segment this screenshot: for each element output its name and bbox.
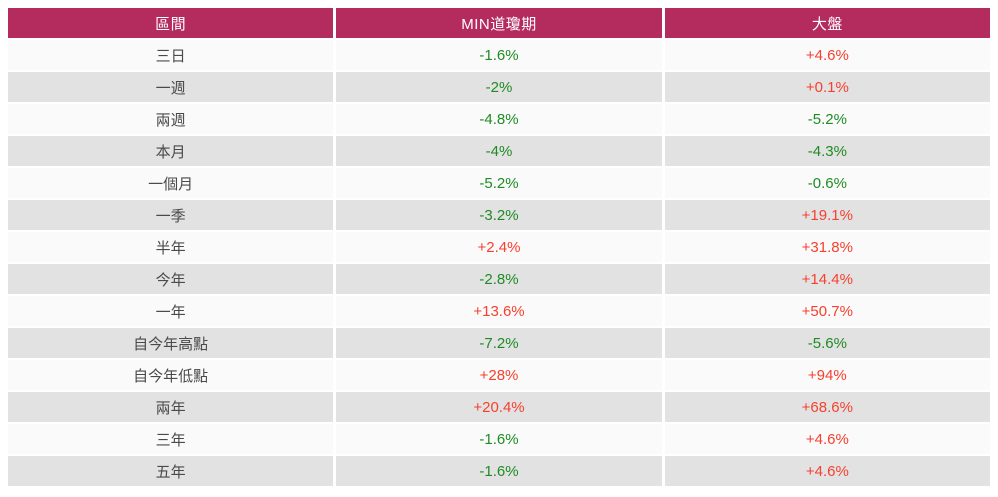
min-dow-value: +2.4% bbox=[336, 232, 662, 262]
min-dow-value: -4% bbox=[336, 136, 662, 166]
min-dow-value: -1.6% bbox=[336, 40, 662, 70]
table-row: 自今年高點 -7.2% -5.6% bbox=[8, 328, 990, 358]
table-row: 今年 -2.8% +14.4% bbox=[8, 264, 990, 294]
table-row: 半年 +2.4% +31.8% bbox=[8, 232, 990, 262]
table-row: 一季 -3.2% +19.1% bbox=[8, 200, 990, 230]
market-value: +0.1% bbox=[664, 72, 990, 102]
period-label: 三日 bbox=[8, 40, 334, 70]
min-dow-value: -7.2% bbox=[336, 328, 662, 358]
table-row: 一週 -2% +0.1% bbox=[8, 72, 990, 102]
table-row: 兩週 -4.8% -5.2% bbox=[8, 104, 990, 134]
performance-table: 區間 MIN道瓊期 大盤 三日 -1.6% +4.6% 一週 -2% +0.1% 兩週 -4.… bbox=[5, 6, 993, 488]
min-dow-value: -1.6% bbox=[336, 456, 662, 486]
market-value: +14.4% bbox=[664, 264, 990, 294]
period-label: 一季 bbox=[8, 200, 334, 230]
market-value: -4.3% bbox=[664, 136, 990, 166]
table-row: 三年 -1.6% +4.6% bbox=[8, 424, 990, 454]
min-dow-value: -1.6% bbox=[336, 424, 662, 454]
table-row: 本月 -4% -4.3% bbox=[8, 136, 990, 166]
market-value: +4.6% bbox=[664, 424, 990, 454]
market-value: +4.6% bbox=[664, 456, 990, 486]
table-body: 三日 -1.6% +4.6% 一週 -2% +0.1% 兩週 -4.8% -5.2% 本月 -4% -… bbox=[8, 40, 990, 486]
table-row: 三日 -1.6% +4.6% bbox=[8, 40, 990, 70]
min-dow-value: -2% bbox=[336, 72, 662, 102]
min-dow-value: -4.8% bbox=[336, 104, 662, 134]
period-label: 一年 bbox=[8, 296, 334, 326]
min-dow-value: +20.4% bbox=[336, 392, 662, 422]
period-label: 五年 bbox=[8, 456, 334, 486]
table-row: 一個月 -5.2% -0.6% bbox=[8, 168, 990, 198]
min-dow-value: -2.8% bbox=[336, 264, 662, 294]
period-label: 本月 bbox=[8, 136, 334, 166]
min-dow-value: +13.6% bbox=[336, 296, 662, 326]
market-value: +4.6% bbox=[664, 40, 990, 70]
market-value: -5.6% bbox=[664, 328, 990, 358]
min-dow-value: -5.2% bbox=[336, 168, 662, 198]
column-header-period: 區間 bbox=[8, 8, 334, 38]
header-row: 區間 MIN道瓊期 大盤 bbox=[8, 8, 990, 38]
table-row: 自今年低點 +28% +94% bbox=[8, 360, 990, 390]
period-label: 一週 bbox=[8, 72, 334, 102]
table-row: 五年 -1.6% +4.6% bbox=[8, 456, 990, 486]
min-dow-value: -3.2% bbox=[336, 200, 662, 230]
market-value: +19.1% bbox=[664, 200, 990, 230]
column-header-min-dow: MIN道瓊期 bbox=[336, 8, 662, 38]
table-header: 區間 MIN道瓊期 大盤 bbox=[8, 8, 990, 38]
market-value: +31.8% bbox=[664, 232, 990, 262]
market-value: +50.7% bbox=[664, 296, 990, 326]
table-row: 兩年 +20.4% +68.6% bbox=[8, 392, 990, 422]
market-value: -0.6% bbox=[664, 168, 990, 198]
table-row: 一年 +13.6% +50.7% bbox=[8, 296, 990, 326]
period-label: 半年 bbox=[8, 232, 334, 262]
period-label: 一個月 bbox=[8, 168, 334, 198]
period-label: 今年 bbox=[8, 264, 334, 294]
period-label: 兩週 bbox=[8, 104, 334, 134]
market-value: +68.6% bbox=[664, 392, 990, 422]
period-label: 自今年低點 bbox=[8, 360, 334, 390]
period-label: 兩年 bbox=[8, 392, 334, 422]
period-label: 自今年高點 bbox=[8, 328, 334, 358]
market-value: -5.2% bbox=[664, 104, 990, 134]
min-dow-value: +28% bbox=[336, 360, 662, 390]
period-label: 三年 bbox=[8, 424, 334, 454]
market-value: +94% bbox=[664, 360, 990, 390]
column-header-market: 大盤 bbox=[664, 8, 990, 38]
